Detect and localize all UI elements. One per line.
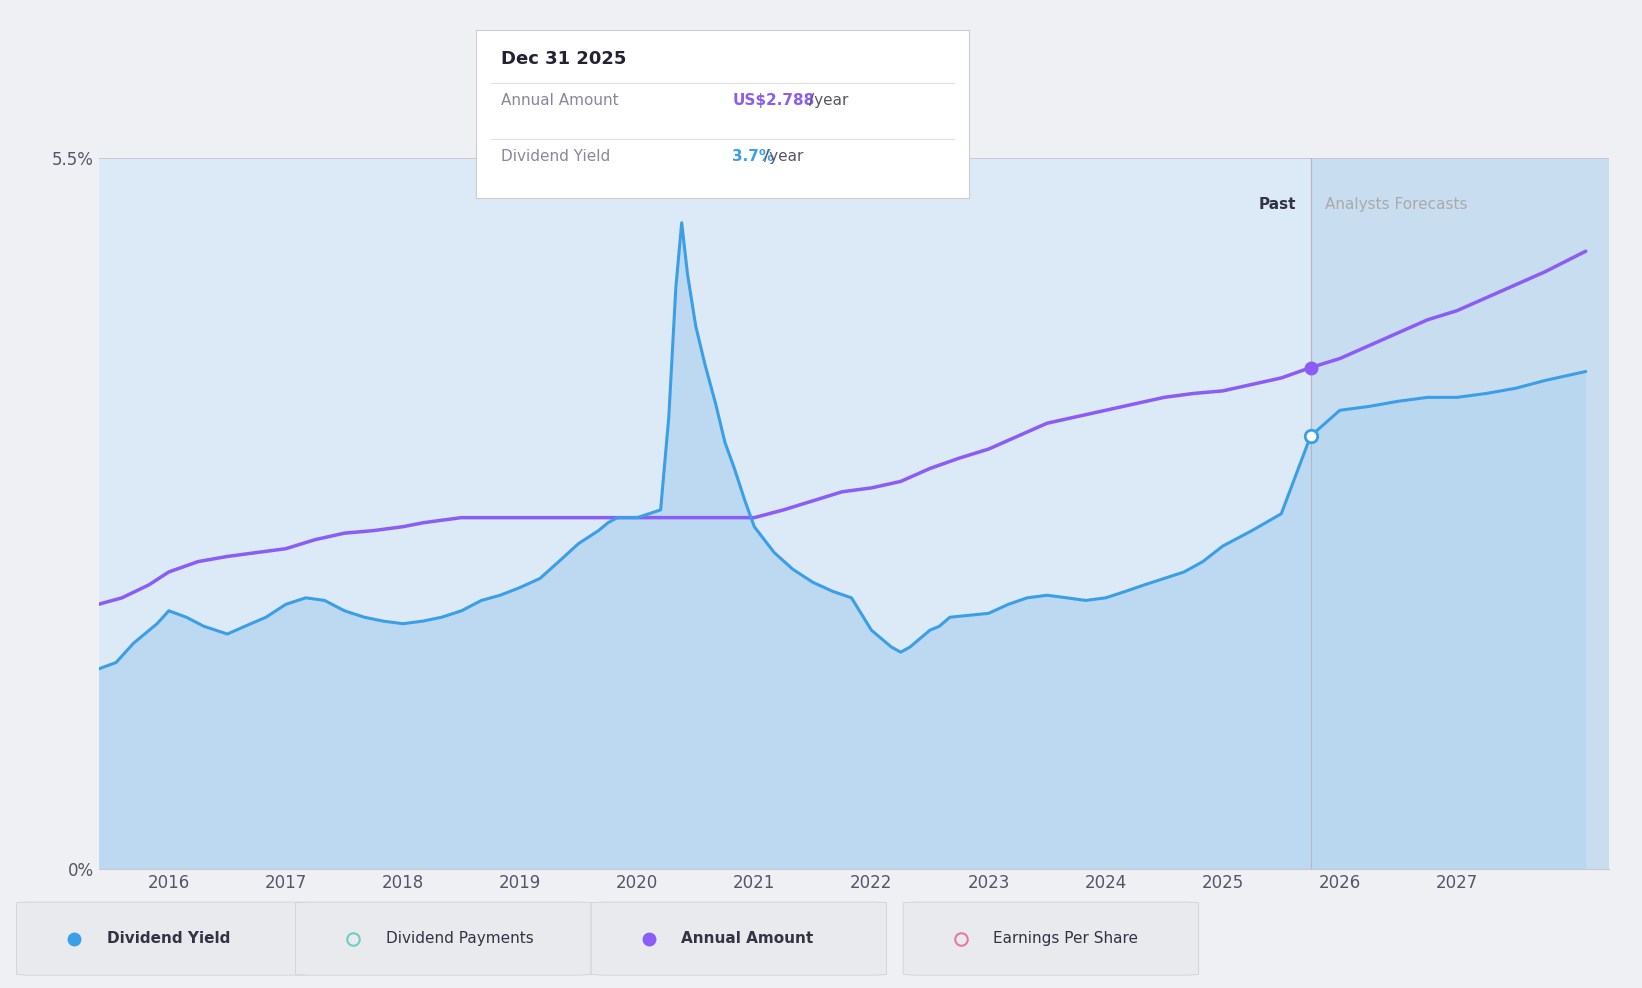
Text: Dividend Yield: Dividend Yield	[107, 931, 230, 947]
Text: Annual Amount: Annual Amount	[501, 94, 619, 109]
Text: Dec 31 2025: Dec 31 2025	[501, 49, 626, 68]
FancyBboxPatch shape	[903, 902, 1199, 975]
Text: Dividend Payments: Dividend Payments	[386, 931, 534, 947]
Text: Past: Past	[1259, 197, 1297, 211]
Text: Annual Amount: Annual Amount	[681, 931, 814, 947]
Text: Analysts Forecasts: Analysts Forecasts	[1325, 197, 1466, 211]
FancyBboxPatch shape	[16, 902, 312, 975]
Text: /year: /year	[808, 94, 847, 109]
Text: 3.7%: 3.7%	[732, 149, 775, 164]
Text: Dividend Yield: Dividend Yield	[501, 149, 611, 164]
Text: Earnings Per Share: Earnings Per Share	[993, 931, 1138, 947]
FancyBboxPatch shape	[296, 902, 591, 975]
FancyBboxPatch shape	[591, 902, 887, 975]
Text: /year: /year	[765, 149, 803, 164]
Bar	[1310, 158, 1609, 869]
Text: US$2.788: US$2.788	[732, 94, 814, 109]
